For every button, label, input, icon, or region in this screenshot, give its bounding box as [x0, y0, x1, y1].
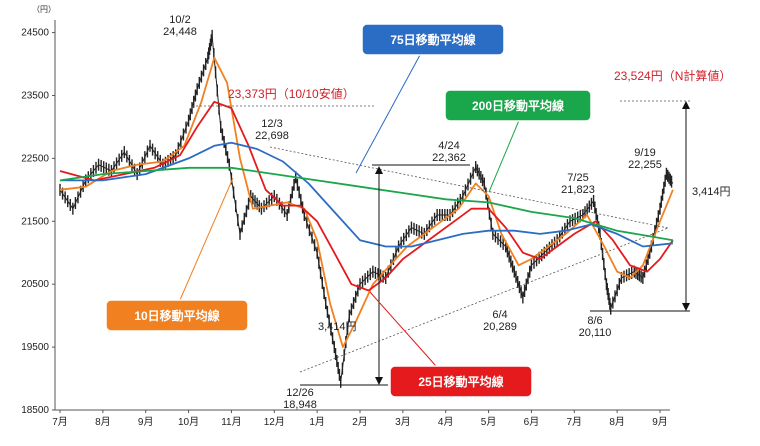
legend-ma200-label: 200日移動平均線 — [472, 98, 564, 113]
x-tick-label: 7月 — [567, 416, 583, 428]
x-tick-label: 4月 — [438, 416, 454, 428]
oct10-note: 23,373円（10/10安値） — [228, 86, 355, 101]
x-tick-label: 3月 — [395, 416, 411, 428]
legend-ma75-box — [361, 23, 505, 56]
annotations: 10/2 24,448 12/3 22,698 12/26 18,948 4/2… — [105, 14, 731, 411]
ma200-pointer — [488, 117, 521, 193]
x-tick-label: 2月 — [352, 416, 368, 428]
x-tick-label: 6月 — [524, 416, 540, 428]
legend-ma10: 10日移動平均線 — [105, 299, 249, 332]
legend-ma10-box — [105, 299, 249, 332]
jul25-date-label: 7/25 — [567, 172, 588, 184]
aug6-date-label: 8/6 — [587, 315, 602, 327]
ma10-pointer — [179, 177, 234, 301]
range-label-right: 3,414円 — [692, 186, 731, 198]
ma75-pointer — [355, 54, 421, 174]
sep19-value-label: 22,255 — [628, 159, 662, 171]
x-tick-label: 9月 — [138, 416, 154, 428]
chart-axes: （円） — [32, 5, 670, 411]
y-tick-label: 19500 — [21, 342, 49, 353]
x-tick-label: 8月 — [609, 416, 625, 428]
ma-line-3 — [59, 166, 674, 242]
low-date-label: 12/26 — [286, 387, 314, 399]
x-ticks: 7月 8月 9月 10月 11月 12月 1月 2月 3月 4月 5月 6月 7月 8月 9月 — [52, 410, 668, 428]
sep19-date-label: 9/19 — [634, 147, 655, 159]
ma-line-1 — [59, 100, 674, 292]
x-tick-label: 7月 — [52, 416, 68, 428]
x-tick-label: 11月 — [221, 416, 241, 428]
n-target-note: 23,524円（N計算値） — [614, 68, 731, 83]
legend-ma10-label: 10日移動平均線 — [134, 308, 219, 323]
y-tick-label: 23500 — [21, 90, 49, 101]
y-unit-label: （円） — [32, 5, 56, 14]
x-tick-label: 5月 — [481, 416, 497, 428]
y-tick-label: 21500 — [21, 216, 49, 227]
y-tick-label: 18500 — [21, 405, 49, 416]
legend-ma75: 75日移動平均線 — [361, 23, 505, 56]
apr24-date-label: 4/24 — [438, 140, 459, 152]
x-tick-label: 12月 — [264, 416, 285, 428]
jun4-value-label: 20,289 — [483, 321, 517, 333]
legend-ma75-label: 75日移動平均線 — [390, 32, 475, 47]
legend-ma25-label: 25日移動平均線 — [418, 374, 503, 389]
jul25-value-label: 21,823 — [561, 184, 595, 196]
apr24-value-label: 22,362 — [432, 152, 466, 164]
ma-line-2 — [60, 141, 673, 248]
x-tick-label: 10月 — [178, 416, 199, 428]
dec3-date-label: 12/3 — [261, 118, 282, 130]
legend-ma200: 200日移動平均線 — [444, 89, 592, 122]
ma25-pointer — [369, 291, 437, 367]
legend-ma25-box — [389, 365, 533, 398]
upper-trendline — [269, 146, 669, 229]
dec3-value-label: 22,698 — [255, 130, 289, 142]
jun4-date-label: 6/4 — [492, 309, 507, 321]
y-tick-label: 22500 — [21, 153, 49, 164]
low-value-label: 18,948 — [283, 399, 317, 411]
aug6-value-label: 20,110 — [579, 327, 612, 339]
x-tick-label: 1月 — [309, 416, 325, 428]
peak-value-label: 24,448 — [163, 26, 197, 38]
x-tick-label: 8月 — [95, 416, 111, 428]
lower-trendline — [299, 227, 669, 373]
y-tick-label: 24500 — [21, 28, 49, 39]
y-ticks: 18500 19500 20500 21500 22500 23500 24500 — [21, 28, 55, 416]
legend-ma25: 25日移動平均線 — [389, 365, 533, 398]
x-tick-label: 9月 — [652, 416, 668, 428]
range-label-left: 3,414円 — [318, 321, 357, 333]
peak-date-label: 10/2 — [169, 14, 190, 26]
legend-ma200-box — [444, 89, 592, 122]
y-tick-label: 20500 — [21, 279, 49, 290]
